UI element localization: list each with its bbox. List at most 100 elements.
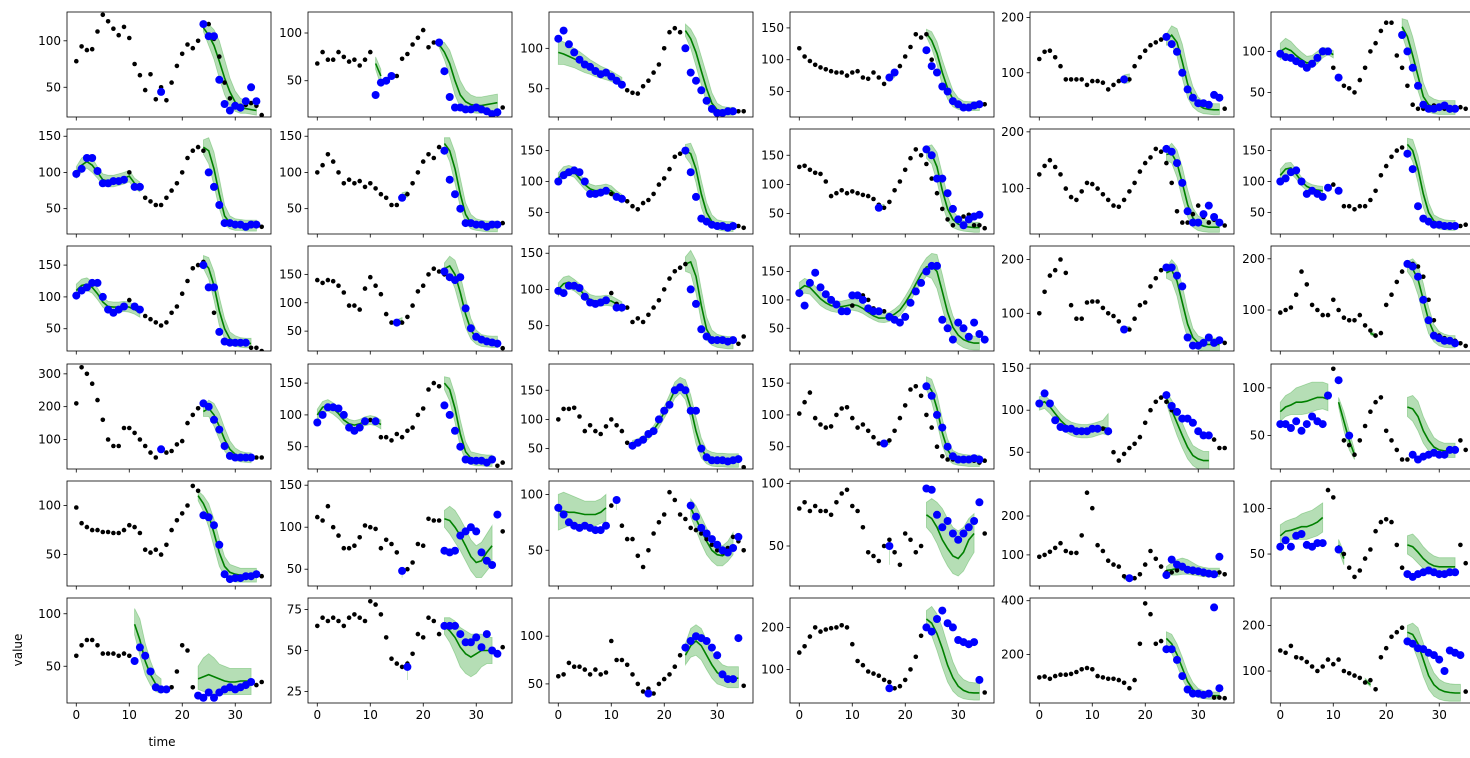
held-out-point [1424, 316, 1433, 325]
observed-point [651, 531, 656, 536]
held-out-point [220, 442, 229, 450]
held-out-point [1204, 333, 1213, 342]
observed-point [924, 161, 929, 167]
observed-point [714, 548, 720, 553]
observed-point [362, 184, 368, 190]
observed-point [850, 70, 855, 75]
observed-point [373, 283, 378, 289]
held-out-point [120, 302, 128, 311]
observed-point [1320, 312, 1325, 318]
observed-point [1405, 457, 1410, 462]
held-out-point [906, 298, 915, 307]
plot-area [315, 503, 506, 578]
held-out-point [339, 410, 348, 419]
observed-point [1158, 638, 1164, 644]
x-tick-label: 0 [1035, 708, 1043, 722]
y-tick-label: 50 [46, 322, 61, 336]
held-out-point [215, 201, 224, 209]
observed-point [1394, 279, 1400, 285]
observed-point [844, 190, 850, 196]
observed-point [84, 47, 90, 53]
held-out-point [874, 307, 883, 316]
held-out-point [1451, 222, 1460, 230]
observed-point [190, 148, 196, 153]
observed-point [426, 516, 431, 522]
observed-point [1132, 316, 1137, 322]
observed-point [1352, 318, 1357, 323]
observed-point [1362, 556, 1368, 561]
observed-point [132, 430, 137, 436]
panel-24: 50 100 [1242, 363, 1470, 473]
observed-point [945, 457, 950, 462]
held-out-point [466, 324, 475, 333]
observed-point [1111, 203, 1116, 208]
observed-point [330, 524, 336, 530]
observed-point [908, 44, 913, 50]
held-out-point [718, 670, 727, 679]
observed-point [420, 159, 426, 164]
observed-point [315, 277, 320, 283]
plot-area [797, 28, 987, 112]
observed-point [1153, 556, 1159, 562]
held-out-point [120, 175, 128, 184]
observed-point [876, 673, 882, 678]
observed-point [1074, 197, 1079, 203]
observed-point [1084, 490, 1090, 496]
held-out-point [215, 327, 224, 336]
observed-point [635, 553, 641, 559]
held-out-point [1167, 402, 1176, 410]
observed-point [420, 635, 426, 640]
plot-area [1276, 487, 1468, 581]
held-out-point [477, 548, 486, 557]
observed-point [1352, 90, 1357, 95]
y-tick-label: 200 [1001, 11, 1024, 25]
observed-point [169, 527, 174, 533]
panel-7: 50 100 150 [38, 128, 272, 238]
panel-30: 50 100 [1242, 480, 1470, 590]
held-out-point [157, 87, 166, 96]
held-out-point [1167, 555, 1176, 564]
observed-point [1325, 657, 1331, 662]
observed-point [918, 393, 924, 399]
observed-point [807, 167, 813, 173]
observed-point [865, 428, 871, 434]
panel-20: 50 100 150 [279, 363, 513, 473]
y-tick-label: 100 [520, 412, 543, 426]
held-out-point [1204, 689, 1213, 698]
observed-point [897, 179, 903, 184]
observed-point [834, 412, 839, 418]
observed-point [561, 672, 566, 677]
axes-frame [548, 597, 754, 704]
observed-point [169, 80, 174, 85]
confidence-band [1407, 395, 1456, 458]
held-out-point [665, 400, 674, 409]
observed-point [158, 552, 164, 557]
plot-area [1037, 490, 1227, 583]
held-out-point [816, 283, 825, 292]
observed-point [1058, 172, 1063, 177]
observed-point [1158, 37, 1164, 42]
observed-point [797, 46, 802, 51]
y-tick-label: 200 [1001, 509, 1024, 523]
observed-point [807, 58, 813, 64]
observed-point [84, 637, 90, 643]
observed-point [982, 225, 987, 231]
held-out-point [895, 318, 904, 327]
observed-point [362, 523, 368, 528]
observed-point [797, 164, 802, 170]
observed-point [399, 664, 405, 670]
observed-point [1399, 565, 1405, 570]
held-out-point [1451, 568, 1460, 577]
observed-point [84, 524, 90, 530]
held-out-point [702, 96, 711, 105]
held-out-point [1408, 165, 1417, 174]
observed-point [1164, 399, 1169, 405]
held-out-point [713, 540, 722, 549]
observed-point [881, 205, 887, 211]
observed-point [137, 72, 143, 78]
held-out-point [602, 186, 610, 195]
y-tick-label: 50 [1250, 85, 1265, 99]
observed-point [834, 70, 839, 75]
observed-point [1105, 676, 1111, 682]
observed-point [1389, 154, 1394, 160]
